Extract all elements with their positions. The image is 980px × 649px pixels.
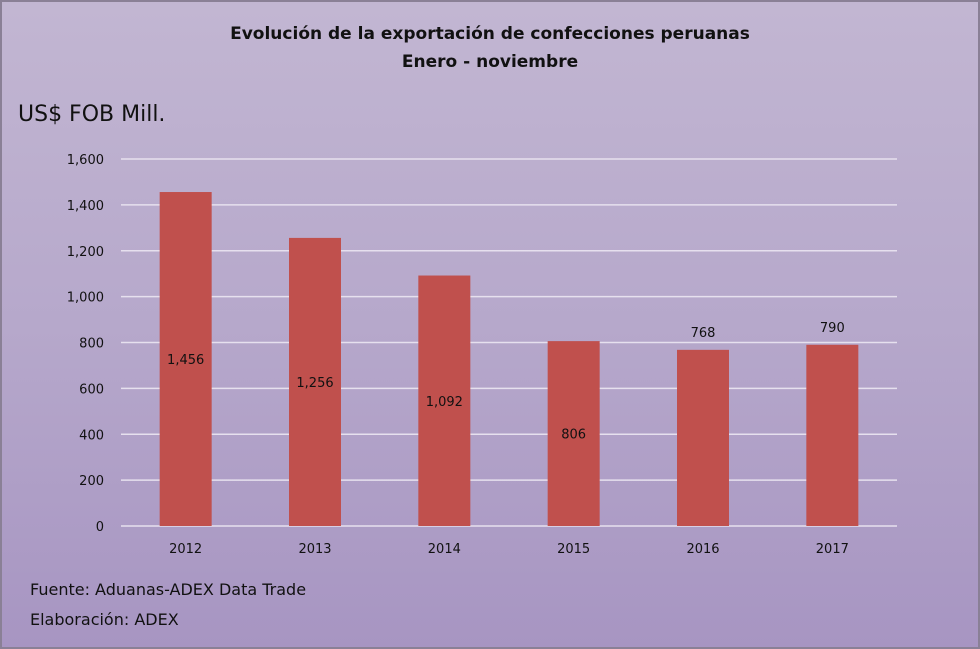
y-tick-label: 600 — [79, 382, 104, 397]
x-tick-label: 2015 — [557, 542, 590, 557]
x-tick-label: 2017 — [816, 542, 849, 557]
y-tick-label: 1,000 — [67, 291, 104, 306]
data-label: 768 — [691, 326, 716, 341]
chart-subtitle: Enero - noviembre — [401, 52, 579, 72]
y-tick-label: 1,400 — [67, 199, 104, 214]
data-label: 790 — [820, 321, 845, 336]
data-label: 1,456 — [167, 353, 204, 368]
x-tick-label: 2013 — [298, 542, 331, 557]
x-tick-label: 2016 — [686, 542, 719, 557]
data-label: 806 — [561, 428, 586, 443]
bar-2015 — [547, 341, 600, 526]
y-tick-label: 1,600 — [67, 153, 104, 168]
x-tick-label: 2012 — [169, 542, 202, 557]
data-label: 1,092 — [426, 395, 463, 410]
x-tick-label: 2014 — [428, 542, 461, 557]
bar-2016 — [677, 349, 729, 526]
y-tick-label: 200 — [79, 474, 104, 489]
bar-2012 — [159, 192, 212, 526]
y-tick-label: 0 — [96, 520, 104, 535]
bar-2013 — [289, 237, 341, 526]
y-tick-label: 800 — [79, 337, 104, 352]
chart-title: Evolución de la exportación de confeccio… — [230, 24, 750, 44]
bar-2017 — [806, 344, 859, 526]
y-axis-label: US$ FOB Mill. — [18, 102, 166, 127]
source-note: Fuente: Aduanas-ADEX Data Trade — [30, 580, 307, 599]
elaboration-note: Elaboración: ADEX — [30, 610, 179, 629]
y-tick-label: 1,200 — [67, 245, 104, 260]
y-tick-label: 400 — [79, 428, 104, 443]
bar-2014 — [418, 275, 471, 526]
data-label: 1,256 — [296, 376, 333, 391]
